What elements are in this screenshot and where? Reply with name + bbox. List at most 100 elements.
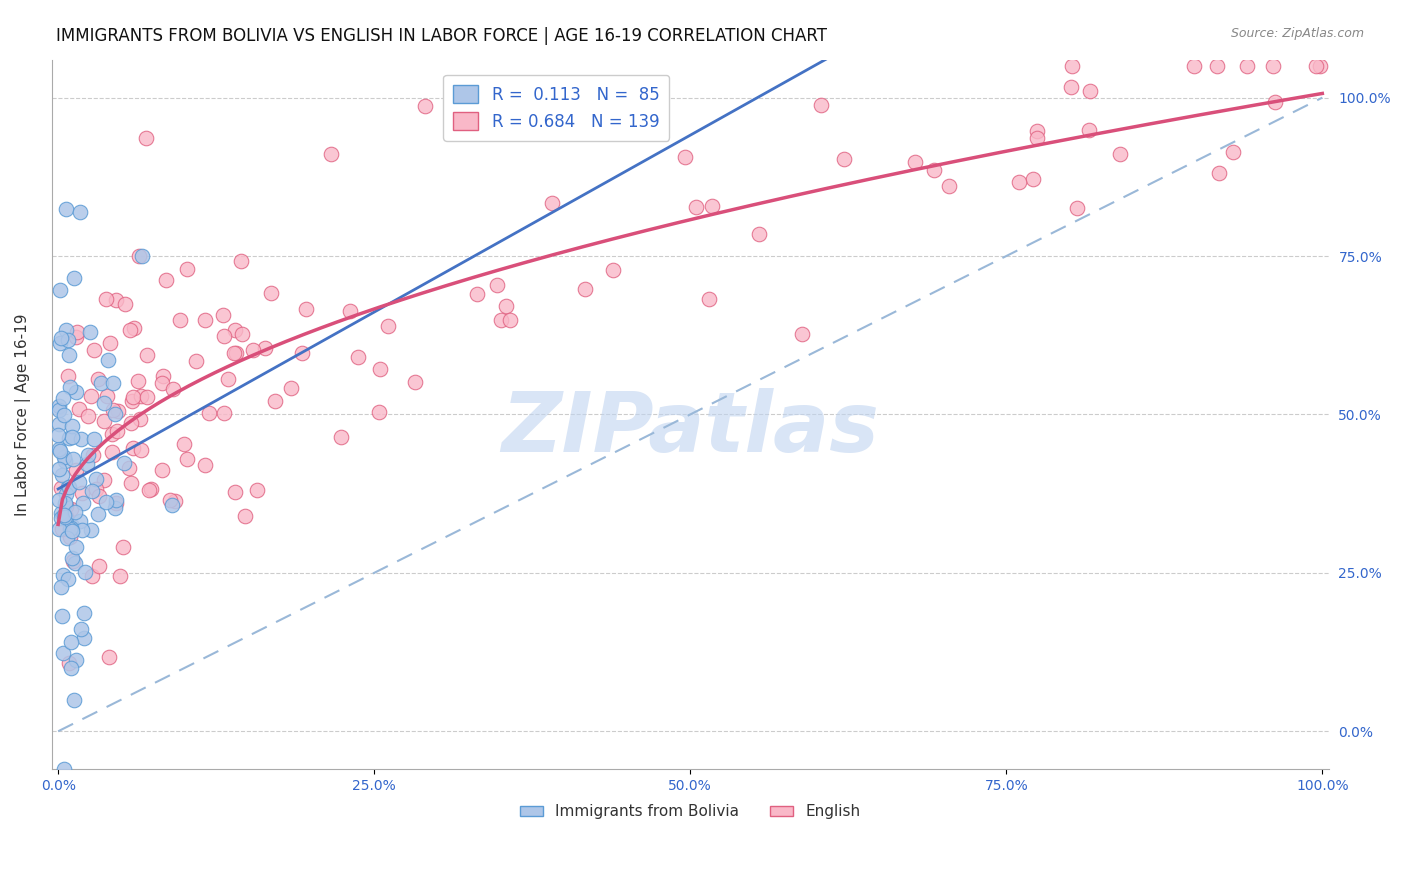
Point: [108, 569, 131, 583]
Point: [59, 522, 82, 536]
Point: [120, 416, 142, 430]
Point: [499, 313, 522, 327]
Point: [69, 514, 91, 528]
Point: [52, 647, 75, 661]
Point: [67, 475, 90, 489]
Point: [120, 476, 142, 491]
Point: [1022, 172, 1045, 186]
Point: [82, 448, 104, 462]
Point: [214, 405, 236, 419]
Point: [1182, 59, 1205, 73]
Point: [150, 462, 173, 476]
Point: [211, 308, 233, 322]
Point: [90, 376, 112, 391]
Point: [121, 441, 143, 455]
Legend: Immigrants from Bolivia, English: Immigrants from Bolivia, English: [515, 798, 866, 825]
Point: [105, 496, 128, 510]
Point: [55, 510, 77, 524]
Point: [368, 405, 391, 419]
Point: [700, 199, 723, 213]
Point: [58, 656, 80, 670]
Point: [295, 301, 318, 316]
Point: [155, 273, 177, 287]
Point: [290, 346, 312, 360]
Point: [413, 99, 436, 113]
Point: [59, 635, 82, 649]
Point: [93, 396, 115, 410]
Point: [52, 508, 75, 522]
Point: [49, 481, 72, 495]
Point: [52, 450, 75, 465]
Point: [53, 454, 76, 468]
Point: [574, 282, 596, 296]
Point: [60, 430, 83, 444]
Point: [150, 376, 173, 390]
Point: [246, 483, 269, 498]
Point: [697, 293, 720, 307]
Point: [63, 693, 86, 707]
Point: [224, 323, 246, 337]
Point: [104, 407, 127, 421]
Point: [58, 348, 80, 362]
Point: [86, 507, 108, 521]
Point: [1060, 80, 1083, 95]
Point: [97, 353, 120, 368]
Point: [159, 492, 181, 507]
Point: [129, 411, 152, 425]
Point: [96, 389, 118, 403]
Point: [52, 391, 75, 405]
Point: [105, 425, 128, 439]
Point: [122, 390, 145, 404]
Point: [136, 348, 159, 362]
Point: [810, 98, 832, 112]
Point: [76, 448, 98, 462]
Point: [368, 361, 391, 376]
Point: [58, 431, 80, 445]
Point: [76, 409, 98, 424]
Point: [129, 389, 152, 403]
Point: [128, 249, 150, 263]
Point: [224, 485, 246, 500]
Point: [87, 372, 110, 386]
Point: [49, 335, 72, 350]
Point: [194, 458, 217, 472]
Point: [103, 403, 125, 417]
Point: [49, 331, 72, 345]
Point: [48, 522, 70, 536]
Point: [1305, 59, 1327, 73]
Point: [339, 303, 361, 318]
Point: [58, 479, 80, 493]
Point: [104, 501, 127, 516]
Point: [319, 146, 342, 161]
Point: [59, 380, 82, 394]
Point: [748, 227, 770, 242]
Point: [120, 323, 142, 337]
Point: [75, 565, 97, 579]
Point: [60, 519, 83, 533]
Point: [69, 204, 91, 219]
Point: [101, 376, 124, 390]
Point: [602, 263, 624, 277]
Point: [83, 432, 105, 446]
Point: [673, 150, 696, 164]
Point: [55, 500, 77, 514]
Point: [1264, 95, 1286, 109]
Point: [186, 354, 208, 368]
Point: [176, 452, 198, 467]
Point: [1078, 84, 1101, 98]
Point: [55, 202, 77, 217]
Point: [264, 394, 287, 409]
Point: [377, 319, 399, 334]
Point: [65, 384, 87, 399]
Point: [1309, 59, 1331, 73]
Point: [1108, 146, 1130, 161]
Point: [83, 343, 105, 357]
Point: [231, 254, 253, 268]
Text: Source: ZipAtlas.com: Source: ZipAtlas.com: [1230, 27, 1364, 40]
Point: [98, 650, 121, 665]
Text: ZIPatlas: ZIPatlas: [502, 388, 879, 469]
Point: [489, 313, 512, 327]
Point: [101, 427, 124, 442]
Point: [790, 326, 813, 341]
Point: [48, 492, 70, 507]
